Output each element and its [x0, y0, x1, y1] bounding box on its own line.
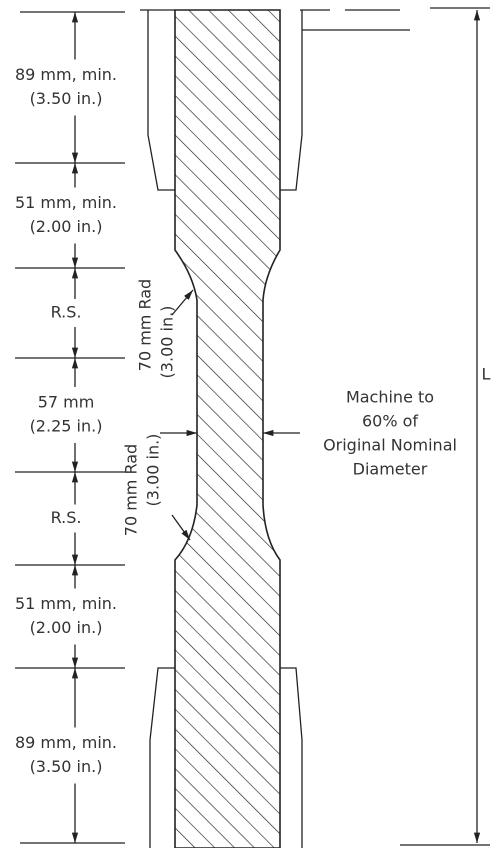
radius-labels: 70 mm Rad (3.00 in.) 70 mm Rad (3.00 in.…: [122, 279, 194, 541]
radius-sub: (3.00 in.): [158, 306, 177, 379]
overall-label: L: [482, 365, 491, 384]
dim-label: 89 mm, min.: [15, 733, 117, 752]
note-line: 60% of: [362, 412, 418, 431]
dim-label: 51 mm, min.: [15, 594, 117, 613]
dim-label: R.S.: [51, 303, 82, 322]
note-line: Diameter: [353, 460, 428, 479]
radius-sub: (3.00 in.): [144, 434, 163, 507]
dim-label: R.S.: [51, 508, 82, 527]
note: Machine to 60% of Original Nominal Diame…: [323, 388, 457, 479]
dim-sub: (2.25 in.): [30, 417, 103, 436]
dim-sub: (3.50 in.): [30, 757, 103, 776]
radius-label: 70 mm Rad: [122, 444, 141, 536]
dim-label: 89 mm, min.: [15, 65, 117, 84]
note-line: Machine to: [346, 388, 434, 407]
radius-label: 70 mm Rad: [136, 279, 155, 371]
dim-sub: (3.50 in.): [30, 89, 103, 108]
note-line: Original Nominal: [323, 436, 457, 455]
dim-label: 51 mm, min.: [15, 193, 117, 212]
specimen: [174, 9, 281, 848]
dim-sub: (2.00 in.): [30, 217, 103, 236]
dim-sub: (2.00 in.): [30, 618, 103, 637]
overall-length: L: [400, 7, 491, 846]
grips: [140, 9, 410, 848]
dimension-chain: 89 mm, min. (3.50 in.) 51 mm, min. (2.00 in…: [15, 11, 125, 844]
dim-label: 57 mm: [38, 393, 95, 412]
